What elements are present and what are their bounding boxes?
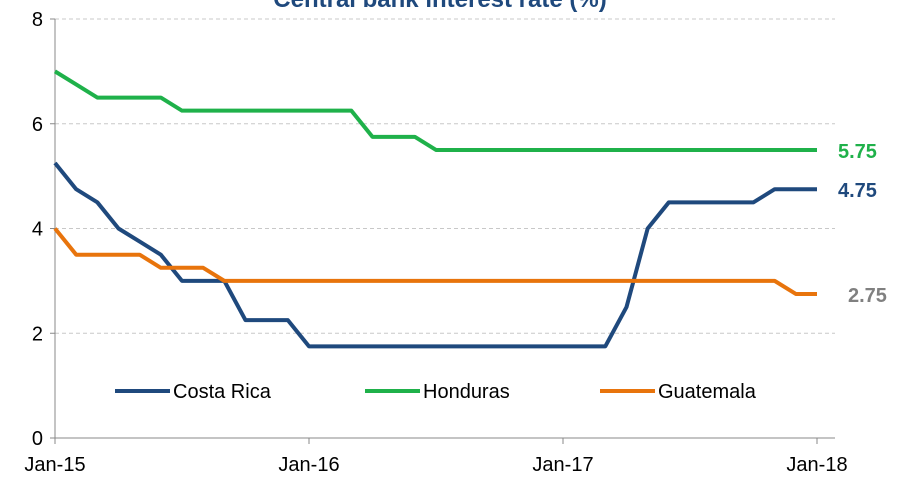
annotation: 5.75	[838, 141, 877, 163]
chart-title: Central bank interest rate (%)	[273, 0, 606, 13]
annotation: 4.75	[838, 180, 877, 202]
y-tick-label: 2	[32, 323, 43, 345]
legend-label: Costa Rica	[173, 381, 272, 403]
y-tick-label: 6	[32, 114, 43, 136]
x-tick-label: Jan-15	[24, 454, 85, 476]
y-tick-label: 4	[32, 219, 43, 241]
annotation: 2.75	[848, 285, 887, 307]
series-line	[53, 69, 817, 152]
legend-label: Honduras	[423, 381, 510, 403]
x-tick-label: Jan-18	[786, 454, 847, 476]
x-tick-label: Jan-16	[278, 454, 339, 476]
series-line	[53, 227, 817, 296]
series-line	[53, 161, 817, 349]
legend-label: Guatemala	[658, 381, 757, 403]
x-tick-label: Jan-17	[532, 454, 593, 476]
y-tick-label: 8	[32, 9, 43, 31]
y-tick-label: 0	[32, 428, 43, 450]
